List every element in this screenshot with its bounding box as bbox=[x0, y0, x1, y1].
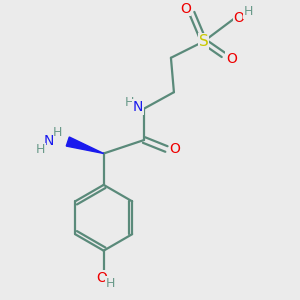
Polygon shape bbox=[66, 137, 104, 154]
Text: O: O bbox=[96, 271, 107, 285]
Text: O: O bbox=[180, 2, 191, 16]
Text: H: H bbox=[52, 126, 62, 139]
Text: O: O bbox=[169, 142, 180, 156]
Text: S: S bbox=[199, 34, 209, 49]
Text: H: H bbox=[106, 277, 115, 290]
Text: H: H bbox=[244, 5, 254, 18]
Text: N: N bbox=[43, 134, 53, 148]
Text: O: O bbox=[234, 11, 244, 25]
Text: O: O bbox=[226, 52, 237, 66]
Text: H: H bbox=[124, 96, 134, 109]
Text: N: N bbox=[133, 100, 143, 114]
Text: H: H bbox=[36, 143, 46, 156]
